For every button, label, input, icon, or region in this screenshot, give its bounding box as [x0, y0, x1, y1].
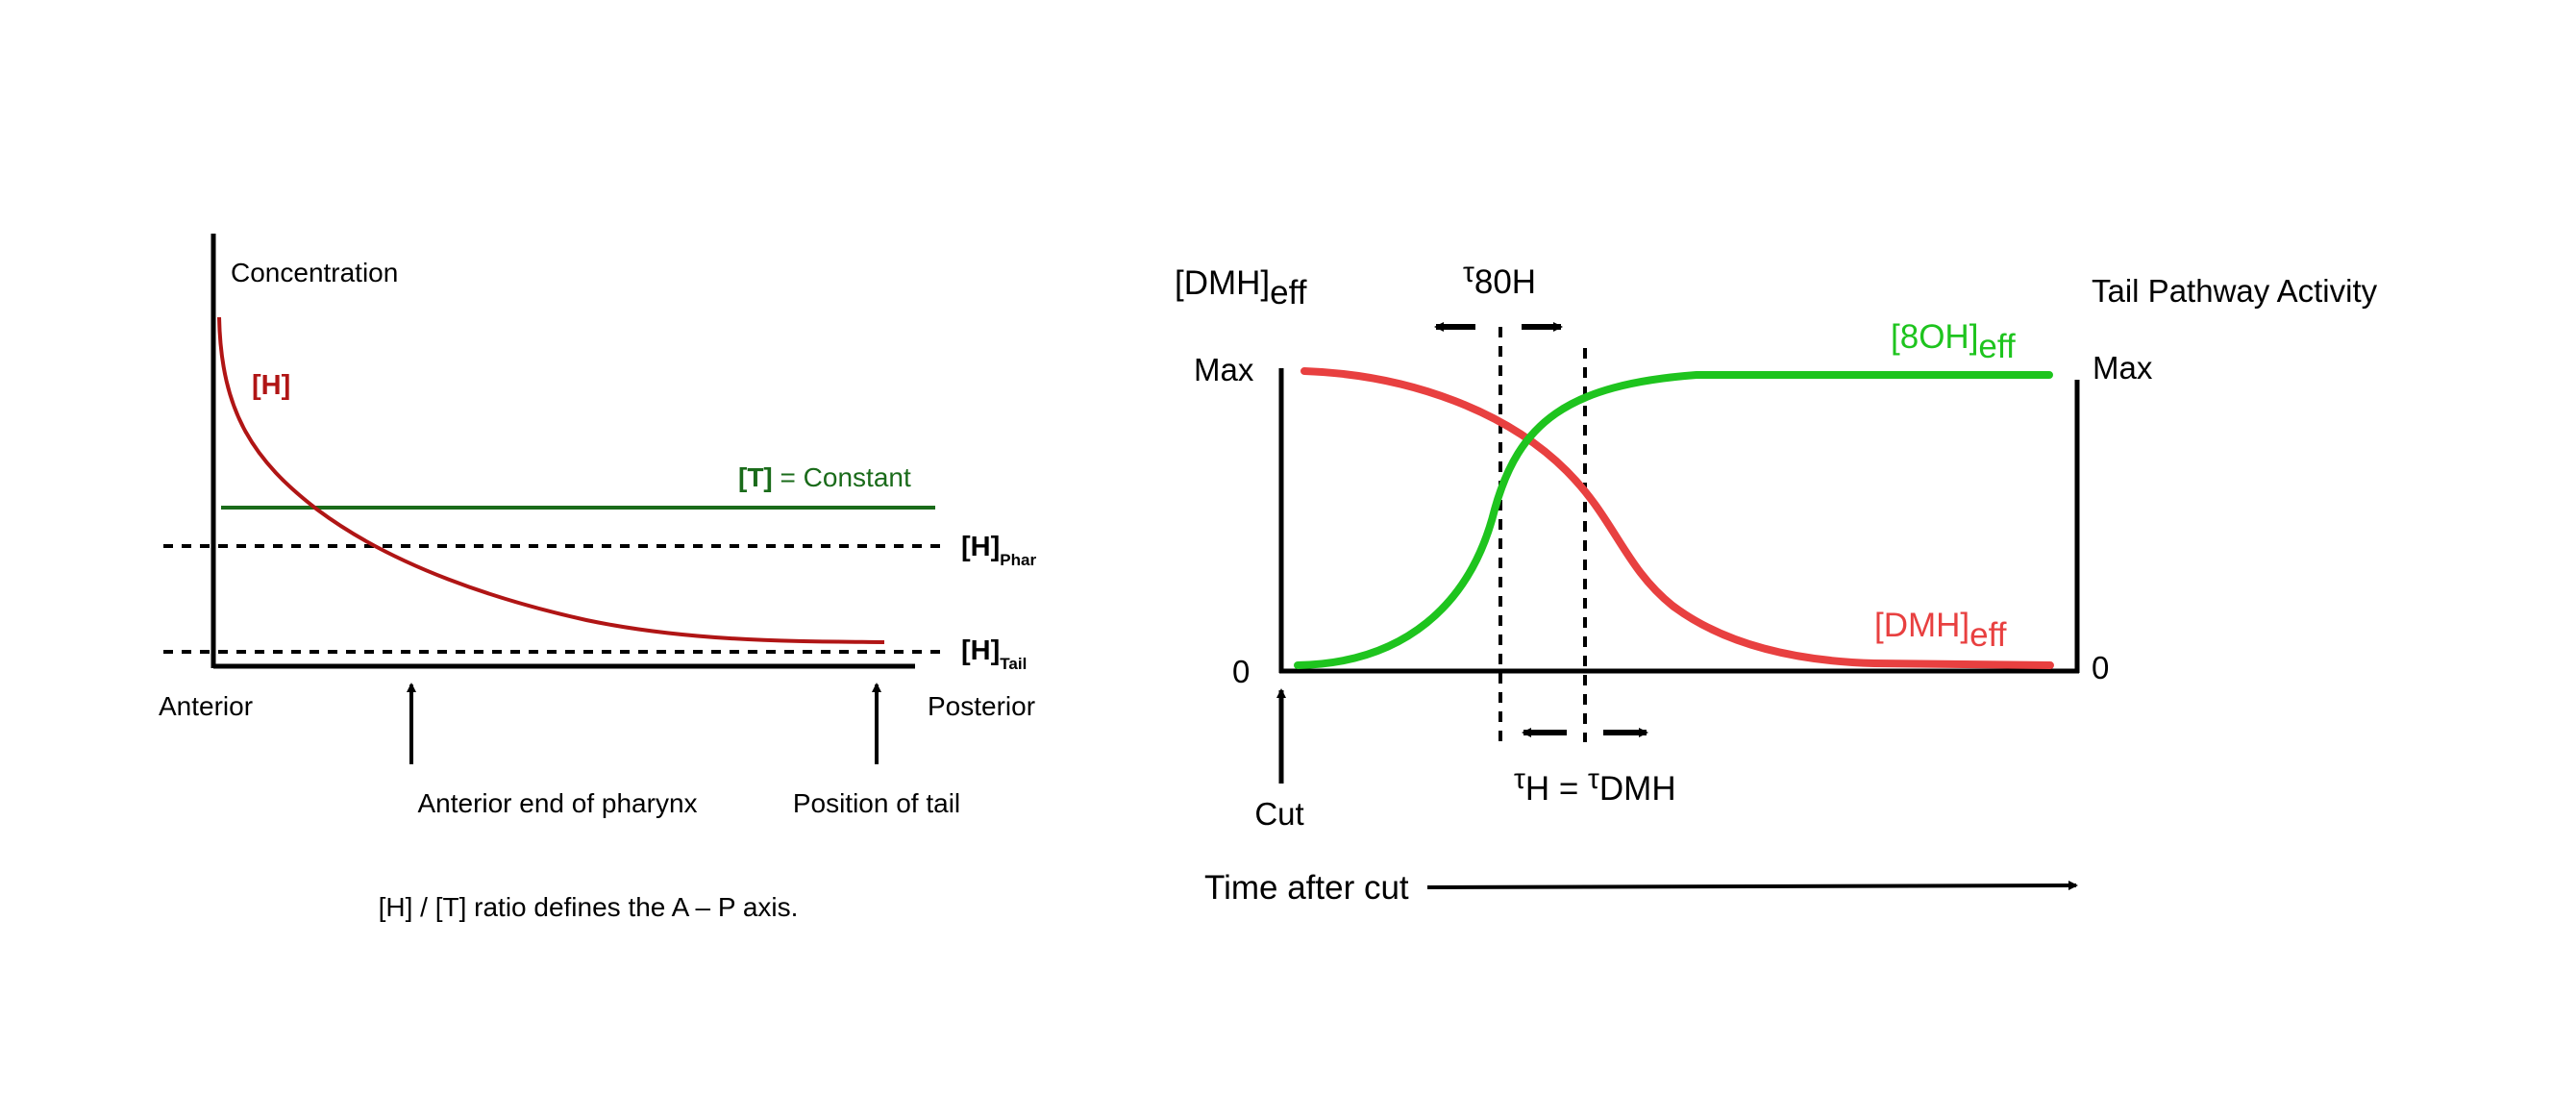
- tau-80h-symbol: τ: [1463, 257, 1474, 288]
- dmh-eff-curve: [1300, 367, 2054, 669]
- h-tail-sub: Tail: [1000, 655, 1027, 673]
- oh-eff-curve: [1294, 371, 2053, 669]
- tau-h-text: H =: [1525, 770, 1588, 808]
- oh-label-sub: eff: [1978, 328, 2016, 365]
- h-phar-label: [H]Phar: [961, 532, 1036, 569]
- h-phar-main: [H]: [961, 532, 1000, 562]
- oh-label-main: [8OH]: [1891, 318, 1978, 356]
- zero-right-label: 0: [2092, 650, 2109, 685]
- time-after-cut-label: Time after cut: [1204, 869, 1409, 907]
- tau-dmh-text: DMH: [1599, 770, 1676, 808]
- dmh-label-main: [DMH]: [1874, 607, 1969, 644]
- anterior-label: Anterior: [159, 691, 253, 721]
- right-left-axis-title: [DMH]eff: [1175, 264, 1307, 311]
- max-right-label: Max: [2093, 350, 2153, 386]
- posterior-label: Posterior: [928, 691, 1035, 721]
- left-axis-title-sub: eff: [1270, 274, 1307, 311]
- max-left-label: Max: [1194, 352, 1254, 387]
- t-constant-label: [T] = Constant: [738, 462, 911, 492]
- tau-dmh-symbol: τ: [1588, 763, 1599, 795]
- h-concentration-curve: [217, 316, 885, 644]
- tail-position-label: Position of tail: [793, 788, 960, 818]
- h-curve-label: [H]: [252, 370, 290, 401]
- zero-left-label: 0: [1232, 654, 1250, 689]
- time-arrow: [1426, 881, 2078, 891]
- right-right-axis-title: Tail Pathway Activity: [2092, 273, 2378, 309]
- tau-80h-label: τ80H: [1463, 257, 1536, 301]
- dmh-label-sub: eff: [1969, 616, 2007, 654]
- left-caption: [H] / [T] ratio defines the A – P axis.: [379, 892, 799, 922]
- oh-eff-label: [8OH]eff: [1891, 318, 2016, 365]
- left-panel: Concentration [H] [T] = Constant [H]Phar…: [159, 234, 1036, 922]
- cut-label: Cut: [1254, 796, 1303, 832]
- t-label-bold: [T]: [738, 462, 773, 492]
- tau-h-dmh-label: τH = τDMH: [1514, 763, 1676, 808]
- dmh-eff-label: [DMH]eff: [1874, 607, 2007, 654]
- h-tail-label: [H]Tail: [961, 635, 1027, 673]
- left-y-axis-label: Concentration: [231, 258, 398, 287]
- pharynx-label: Anterior end of pharynx: [417, 788, 697, 818]
- left-axis-title-main: [DMH]: [1175, 264, 1270, 302]
- tau-h-symbol: τ: [1514, 763, 1525, 795]
- h-tail-main: [H]: [961, 635, 1000, 666]
- h-phar-sub: Phar: [1000, 551, 1036, 569]
- t-label-rest: = Constant: [773, 462, 911, 492]
- tau-80h-text: 80H: [1474, 263, 1536, 301]
- right-panel: [DMH]eff Tail Pathway Activity Max Max 0…: [1175, 257, 2378, 907]
